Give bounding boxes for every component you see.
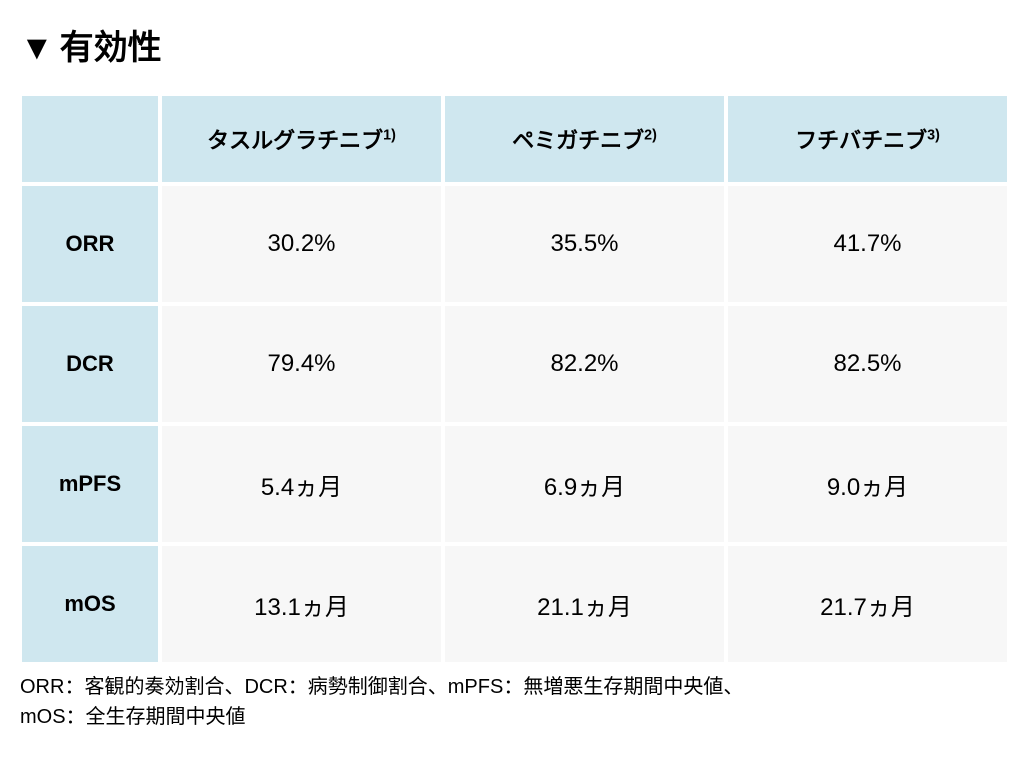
table-corner [20, 94, 160, 184]
efficacy-table: タスルグラチニブ1) ペミガチニブ2) フチバチニブ3) ORR 30.2% 3… [20, 94, 1009, 664]
table-row: ORR 30.2% 35.5% 41.7% [20, 184, 1009, 304]
cell: 5.4ヵ月 [160, 424, 443, 544]
col-sup: 1) [383, 128, 396, 144]
col-header: タスルグラチニブ1) [160, 94, 443, 184]
cell: 13.1ヵ月 [160, 544, 443, 664]
cell: 41.7% [726, 184, 1009, 304]
cell: 30.2% [160, 184, 443, 304]
cell: 82.2% [443, 304, 726, 424]
table-row: mOS 13.1ヵ月 21.1ヵ月 21.7ヵ月 [20, 544, 1009, 664]
cell: 21.1ヵ月 [443, 544, 726, 664]
title-text: 有効性 [60, 29, 162, 67]
cell: 82.5% [726, 304, 1009, 424]
cell: 35.5% [443, 184, 726, 304]
footnote-line: mOS：全生存期間中央値 [20, 706, 246, 728]
page-title: ▼有効性 [20, 20, 1009, 69]
row-header: mPFS [20, 424, 160, 544]
row-header: ORR [20, 184, 160, 304]
cell: 9.0ヵ月 [726, 424, 1009, 544]
col-sup: 2) [644, 128, 657, 144]
col-header: ペミガチニブ2) [443, 94, 726, 184]
cell: 21.7ヵ月 [726, 544, 1009, 664]
table-row: DCR 79.4% 82.2% 82.5% [20, 304, 1009, 424]
triangle-icon: ▼ [20, 29, 54, 68]
cell: 79.4% [160, 304, 443, 424]
col-header: フチバチニブ3) [726, 94, 1009, 184]
col-label: フチバチニブ [795, 128, 927, 153]
row-header: DCR [20, 304, 160, 424]
cell: 6.9ヵ月 [443, 424, 726, 544]
table-row: mPFS 5.4ヵ月 6.9ヵ月 9.0ヵ月 [20, 424, 1009, 544]
col-sup: 3) [927, 128, 940, 144]
col-label: ペミガチニブ [512, 128, 644, 153]
row-header: mOS [20, 544, 160, 664]
table-header-row: タスルグラチニブ1) ペミガチニブ2) フチバチニブ3) [20, 94, 1009, 184]
col-label: タスルグラチニブ [207, 128, 383, 153]
footnote-line: ORR：客観的奏効割合、DCR：病勢制御割合、mPFS：無増悪生存期間中央値、 [20, 676, 743, 698]
footnote: ORR：客観的奏効割合、DCR：病勢制御割合、mPFS：無増悪生存期間中央値、 … [20, 672, 1009, 732]
page: ▼有効性 タスルグラチニブ1) ペミガチニブ2) フチバチニブ3) ORR [20, 20, 1009, 732]
